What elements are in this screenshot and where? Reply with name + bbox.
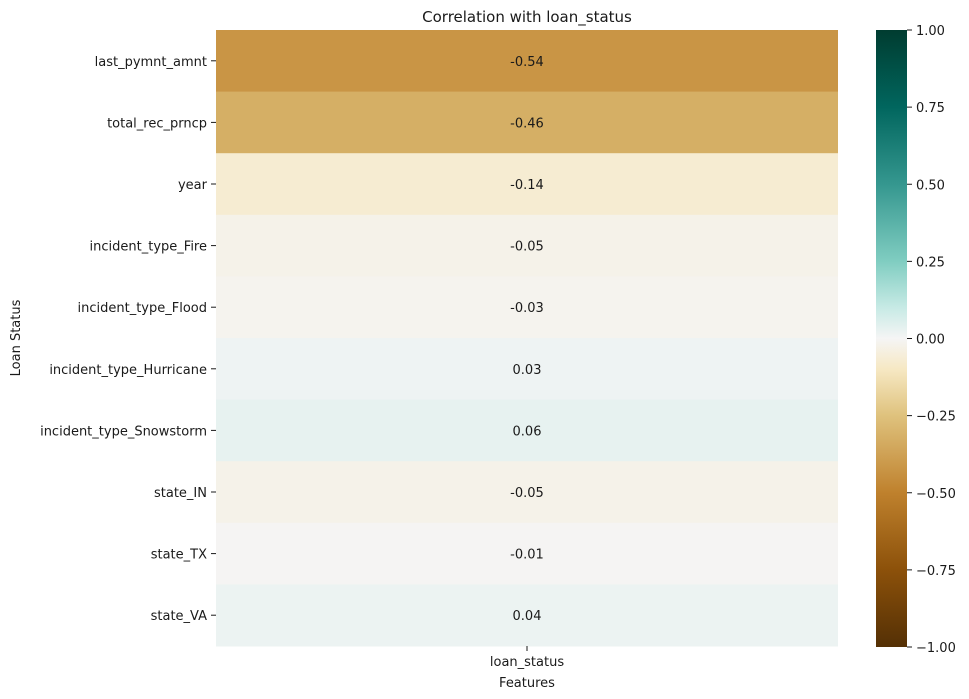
colorbar-tick-label: 0.00: [916, 333, 945, 348]
cell-value-label: -0.01: [510, 548, 544, 563]
cell-value-label: -0.46: [510, 116, 544, 131]
cell-value-label: -0.05: [510, 486, 544, 501]
x-axis-label: Features: [499, 676, 555, 691]
colorbar-tick-label: 1.00: [916, 24, 945, 39]
cell-value-label: -0.54: [510, 55, 544, 70]
cell-value-label: -0.14: [510, 178, 544, 193]
heatmap-cell-state_VA: [216, 584, 838, 647]
colorbar: [876, 30, 907, 647]
colorbar-ticks: 1.00 0.75 0.50 0.25 0.00 −0.25 −0.50 −0.75 −1.00: [907, 24, 956, 656]
heatmap-cells: [216, 30, 838, 647]
cell-value-label: -0.05: [510, 240, 544, 255]
y-axis-label: Loan Status: [9, 299, 24, 376]
heatmap-cell-year: [216, 153, 838, 216]
chart-title: Correlation with loan_status: [422, 8, 632, 27]
cell-value-label: 0.03: [513, 363, 542, 378]
cell-value-labels: -0.54 -0.46 -0.14 -0.05 -0.03 0.03 0.06 -0.05 -0…: [510, 55, 544, 624]
colorbar-tick-label: 0.25: [916, 255, 945, 270]
row-tick-label: year: [178, 178, 208, 193]
heatmap-cell-incident_type_Hurricane: [216, 338, 838, 401]
colorbar-tick-label: 0.75: [916, 101, 945, 116]
cell-value-label: -0.03: [510, 301, 544, 316]
heatmap-cell-incident_type_Flood: [216, 276, 838, 339]
colorbar-tick-label: −0.25: [916, 410, 956, 425]
heatmap-cell-incident_type_Snowstorm: [216, 399, 838, 462]
heatmap-cell-total_rec_prncp: [216, 91, 838, 154]
row-tick-label: state_TX: [151, 548, 207, 563]
row-tick-label: total_rec_prncp: [107, 116, 207, 131]
colorbar-tick-label: −1.00: [916, 641, 956, 656]
row-tick-label: state_VA: [151, 609, 207, 624]
row-tick-label: state_IN: [154, 486, 207, 501]
row-tick-label: incident_type_Flood: [78, 301, 208, 316]
cell-value-label: 0.04: [513, 609, 542, 624]
heatmap-cell-last_pymnt_amnt: [216, 30, 838, 93]
heatmap-cell-state_IN: [216, 461, 838, 524]
row-tick-label: incident_type_Hurricane: [49, 363, 207, 378]
cell-value-label: 0.06: [513, 424, 542, 439]
row-tick-label: last_pymnt_amnt: [95, 55, 207, 70]
colorbar-tick-label: −0.75: [916, 564, 956, 579]
heatmap-cell-state_TX: [216, 522, 838, 585]
column-tick-labels: loan_status: [490, 646, 564, 670]
column-tick-label: loan_status: [490, 655, 564, 670]
heatmap-cell-incident_type_Fire: [216, 214, 838, 277]
colorbar-tick-label: −0.50: [916, 487, 956, 502]
colorbar-tick-label: 0.50: [916, 178, 945, 193]
row-tick-label: incident_type_Fire: [90, 240, 207, 255]
row-tick-label: incident_type_Snowstorm: [40, 424, 207, 439]
